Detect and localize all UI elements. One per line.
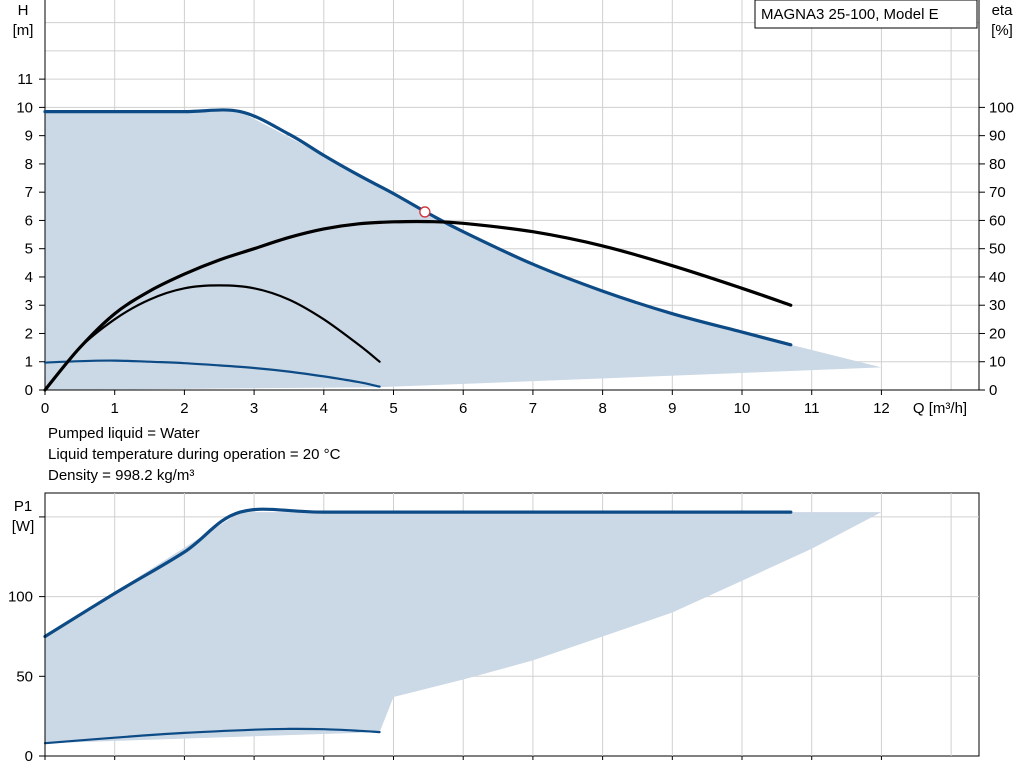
x-tick-label: 2	[180, 400, 188, 417]
x-tick-label: 7	[529, 400, 537, 417]
power-operating-area	[45, 512, 882, 744]
x-tick-label: 5	[389, 400, 397, 417]
x-tick-label: 11	[804, 400, 820, 417]
head-axis-label: H	[18, 2, 29, 19]
power-tick-label: 50	[16, 668, 33, 685]
power-tick-label: 100	[8, 589, 33, 606]
x-tick-label: 1	[111, 400, 119, 417]
flow-axis-label: Q [m³/h]	[913, 400, 967, 417]
x-tick-label: 3	[250, 400, 258, 417]
y-tick-label: 4	[25, 269, 33, 286]
y-tick-label: 10	[16, 99, 33, 116]
power-axis-label: P1	[14, 498, 32, 515]
x-tick-label: 9	[668, 400, 676, 417]
power-tick-label: 0	[25, 748, 33, 765]
eta-axis-label: eta	[992, 2, 1014, 19]
y-tick-label: 8	[25, 156, 33, 173]
head-operating-area	[45, 111, 882, 390]
model-label: MAGNA3 25-100, Model E	[761, 6, 939, 23]
info-line-liquid-temperature: Liquid temperature during operation = 20…	[48, 446, 341, 463]
eta-curve-2	[43, 219, 793, 392]
x-tick-label: 12	[873, 400, 890, 417]
power-chart: 0 50 100 P1 [W]	[8, 492, 980, 765]
y-tick-label: 5	[25, 241, 33, 258]
power-curve-0	[43, 507, 793, 639]
head-chart: 0 1 2 3 4 5 6 7 8 9 10 11 12012345678910110102030405…	[13, 0, 1014, 417]
y-tick-label: 2	[25, 325, 33, 342]
y-tick-label: 6	[25, 212, 33, 229]
y-tick-label: 3	[25, 297, 33, 314]
duty-point-marker	[419, 206, 431, 218]
eta-tick-label: 100	[989, 99, 1014, 116]
eta-tick-label: 30	[989, 297, 1006, 314]
eta-tick-label: 90	[989, 128, 1006, 145]
head-curve-1	[43, 359, 381, 388]
y-tick-label: 7	[25, 184, 33, 201]
eta-tick-label: 10	[989, 354, 1006, 371]
head-axis-unit: [m]	[13, 22, 34, 39]
eta-tick-label: 70	[989, 184, 1006, 201]
y-tick-label: 11	[17, 71, 33, 88]
power-axis-unit: [W]	[12, 518, 35, 535]
eta-tick-label: 20	[989, 325, 1006, 342]
eta-tick-label: 60	[989, 212, 1006, 229]
eta-tick-label: 80	[989, 156, 1006, 173]
eta-curve-3	[43, 284, 381, 392]
y-tick-label: 0	[25, 382, 33, 399]
y-tick-label: 9	[25, 128, 33, 145]
eta-tick-label: 40	[989, 269, 1006, 286]
x-tick-label: 8	[598, 400, 606, 417]
eta-axis-unit: [%]	[991, 22, 1013, 39]
y-tick-label: 1	[25, 354, 33, 371]
info-line-density: Density = 998.2 kg/m³	[48, 467, 195, 484]
power-curve-1	[43, 727, 381, 745]
info-line-pumped-liquid: Pumped liquid = Water	[48, 425, 200, 442]
x-tick-label: 6	[459, 400, 467, 417]
x-tick-label: 10	[734, 400, 751, 417]
eta-tick-label: 0	[989, 382, 997, 399]
x-tick-label: 4	[320, 400, 328, 417]
x-tick-label: 0	[41, 400, 49, 417]
model-label-box	[754, 0, 978, 29]
head-curve-0	[43, 108, 793, 347]
eta-tick-label: 50	[989, 241, 1006, 258]
